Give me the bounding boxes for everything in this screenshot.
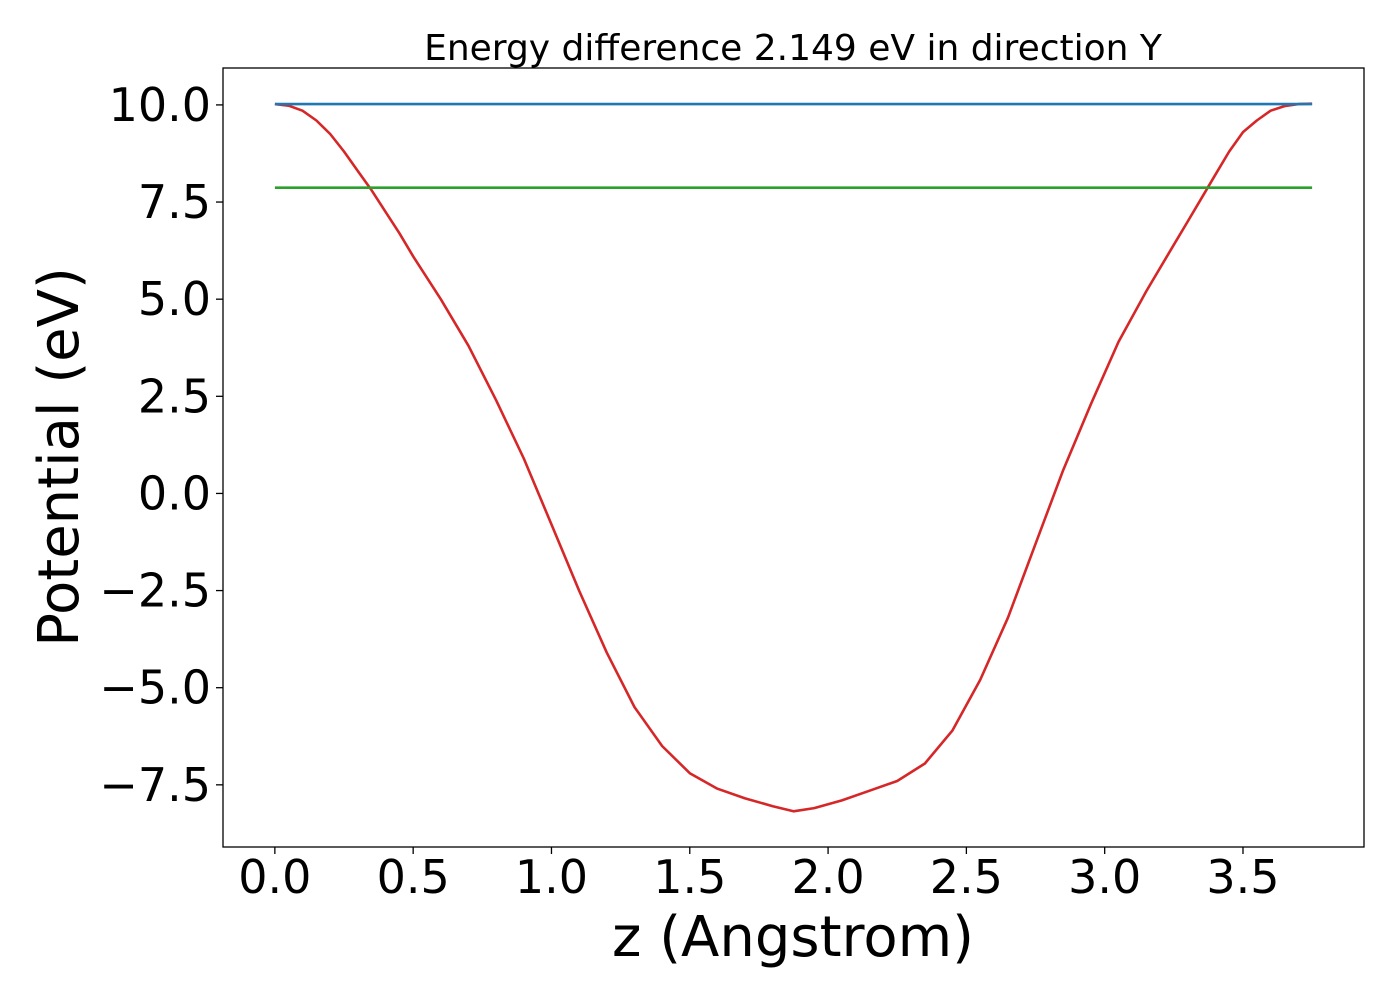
plot-frame (222, 67, 1365, 848)
x-tick-label: 0.5 (377, 850, 450, 904)
x-tick-label: 3.0 (1068, 850, 1141, 904)
x-tick-label: 1.0 (515, 850, 588, 904)
series-group (274, 102, 1313, 813)
y-tick-label: 10.0 (109, 78, 211, 132)
y-axis-ticks: −7.5 −5.0 −2.5 0.0 2.5 5.0 7.5 10.0 (99, 78, 223, 812)
y-tick-label: 2.5 (138, 369, 211, 423)
series-line-potential (274, 102, 1313, 813)
y-tick-label: −7.5 (99, 758, 211, 812)
y-tick-label: −2.5 (99, 564, 211, 618)
x-tick-label: 3.5 (1206, 850, 1279, 904)
x-tick-label: 2.5 (930, 850, 1003, 904)
y-tick-label: −5.0 (99, 661, 211, 715)
x-axis-ticks: 0.0 0.5 1.0 1.5 2.0 2.5 3.0 3.5 (238, 847, 1280, 904)
y-tick-label: 0.0 (138, 466, 211, 520)
y-axis-label: Potential (eV) (27, 267, 92, 647)
y-tick-label: 5.0 (138, 272, 211, 326)
chart-title: Energy difference 2.149 eV in direction … (424, 28, 1163, 69)
y-tick-label: 7.5 (138, 175, 211, 229)
x-tick-label: 1.5 (653, 850, 726, 904)
x-tick-label: 2.0 (791, 850, 864, 904)
x-tick-label: 0.0 (238, 850, 311, 904)
x-axis-label: z (Angstrom) (612, 905, 974, 970)
